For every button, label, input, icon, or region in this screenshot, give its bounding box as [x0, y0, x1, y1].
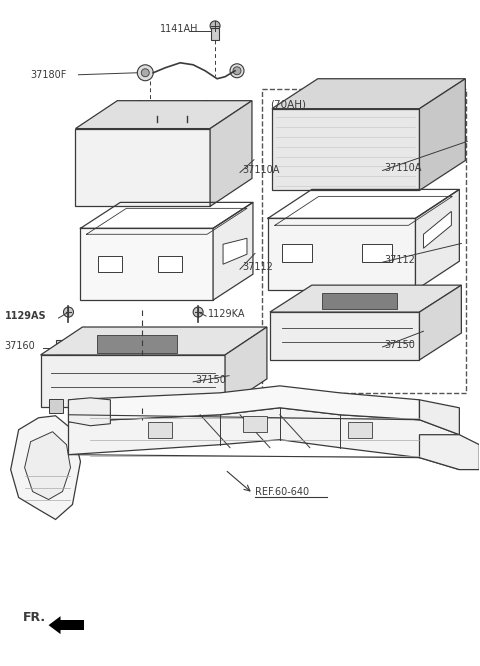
Circle shape — [141, 69, 149, 77]
Circle shape — [132, 101, 147, 117]
Circle shape — [135, 105, 144, 113]
Polygon shape — [282, 244, 312, 262]
Text: 37160: 37160 — [5, 341, 36, 351]
Bar — [262, 89, 467, 393]
Circle shape — [193, 307, 203, 317]
Polygon shape — [69, 386, 420, 422]
Polygon shape — [148, 422, 172, 438]
Polygon shape — [416, 189, 459, 290]
Polygon shape — [58, 342, 75, 354]
Polygon shape — [97, 335, 177, 353]
Text: 37110A: 37110A — [384, 163, 422, 173]
Polygon shape — [75, 101, 252, 129]
Circle shape — [137, 65, 153, 81]
Text: 1129AS: 1129AS — [5, 311, 46, 321]
Polygon shape — [81, 228, 213, 300]
Polygon shape — [210, 101, 252, 206]
Circle shape — [326, 84, 340, 98]
Polygon shape — [225, 327, 267, 407]
Circle shape — [450, 84, 460, 94]
Polygon shape — [348, 422, 372, 438]
Polygon shape — [56, 340, 77, 356]
Polygon shape — [69, 408, 459, 470]
Circle shape — [321, 84, 331, 94]
Circle shape — [230, 64, 244, 78]
Polygon shape — [270, 285, 461, 312]
Polygon shape — [420, 79, 465, 190]
Polygon shape — [213, 202, 253, 300]
Text: (70AH): (70AH) — [270, 100, 306, 110]
Circle shape — [356, 84, 370, 98]
Circle shape — [203, 105, 211, 113]
Polygon shape — [322, 293, 396, 309]
Circle shape — [233, 67, 241, 75]
Polygon shape — [75, 129, 210, 206]
Text: 1129KA: 1129KA — [208, 309, 246, 319]
Polygon shape — [158, 256, 182, 272]
Polygon shape — [420, 400, 459, 435]
Text: REF.60-640: REF.60-640 — [255, 487, 309, 497]
Polygon shape — [272, 109, 420, 190]
Circle shape — [317, 80, 335, 98]
Polygon shape — [98, 256, 122, 272]
Polygon shape — [57, 620, 84, 630]
Polygon shape — [11, 416, 81, 519]
Polygon shape — [268, 218, 416, 290]
Text: 37112: 37112 — [384, 255, 416, 265]
Text: 37150: 37150 — [195, 375, 226, 385]
Polygon shape — [211, 28, 219, 40]
Circle shape — [385, 84, 399, 98]
Circle shape — [416, 84, 430, 98]
Circle shape — [63, 307, 73, 317]
Polygon shape — [24, 432, 71, 500]
Polygon shape — [420, 285, 461, 360]
Circle shape — [36, 454, 60, 478]
Text: 37150: 37150 — [384, 340, 416, 350]
Text: 1141AH: 1141AH — [160, 24, 199, 34]
Polygon shape — [69, 398, 110, 426]
Text: 37110A: 37110A — [242, 165, 279, 175]
Polygon shape — [420, 435, 480, 470]
Text: FR.: FR. — [23, 611, 46, 623]
Polygon shape — [361, 244, 392, 262]
Polygon shape — [207, 399, 221, 413]
Polygon shape — [41, 327, 267, 355]
Circle shape — [199, 101, 215, 117]
Text: 37180F: 37180F — [31, 70, 67, 80]
Polygon shape — [270, 312, 420, 360]
Polygon shape — [243, 416, 267, 432]
Polygon shape — [41, 355, 225, 407]
Polygon shape — [423, 211, 451, 248]
Circle shape — [446, 80, 464, 98]
Circle shape — [43, 460, 55, 472]
Text: 37112: 37112 — [242, 262, 273, 272]
Polygon shape — [48, 399, 62, 413]
Polygon shape — [223, 238, 247, 264]
Polygon shape — [272, 79, 465, 109]
Circle shape — [210, 21, 220, 31]
Polygon shape — [48, 616, 60, 634]
